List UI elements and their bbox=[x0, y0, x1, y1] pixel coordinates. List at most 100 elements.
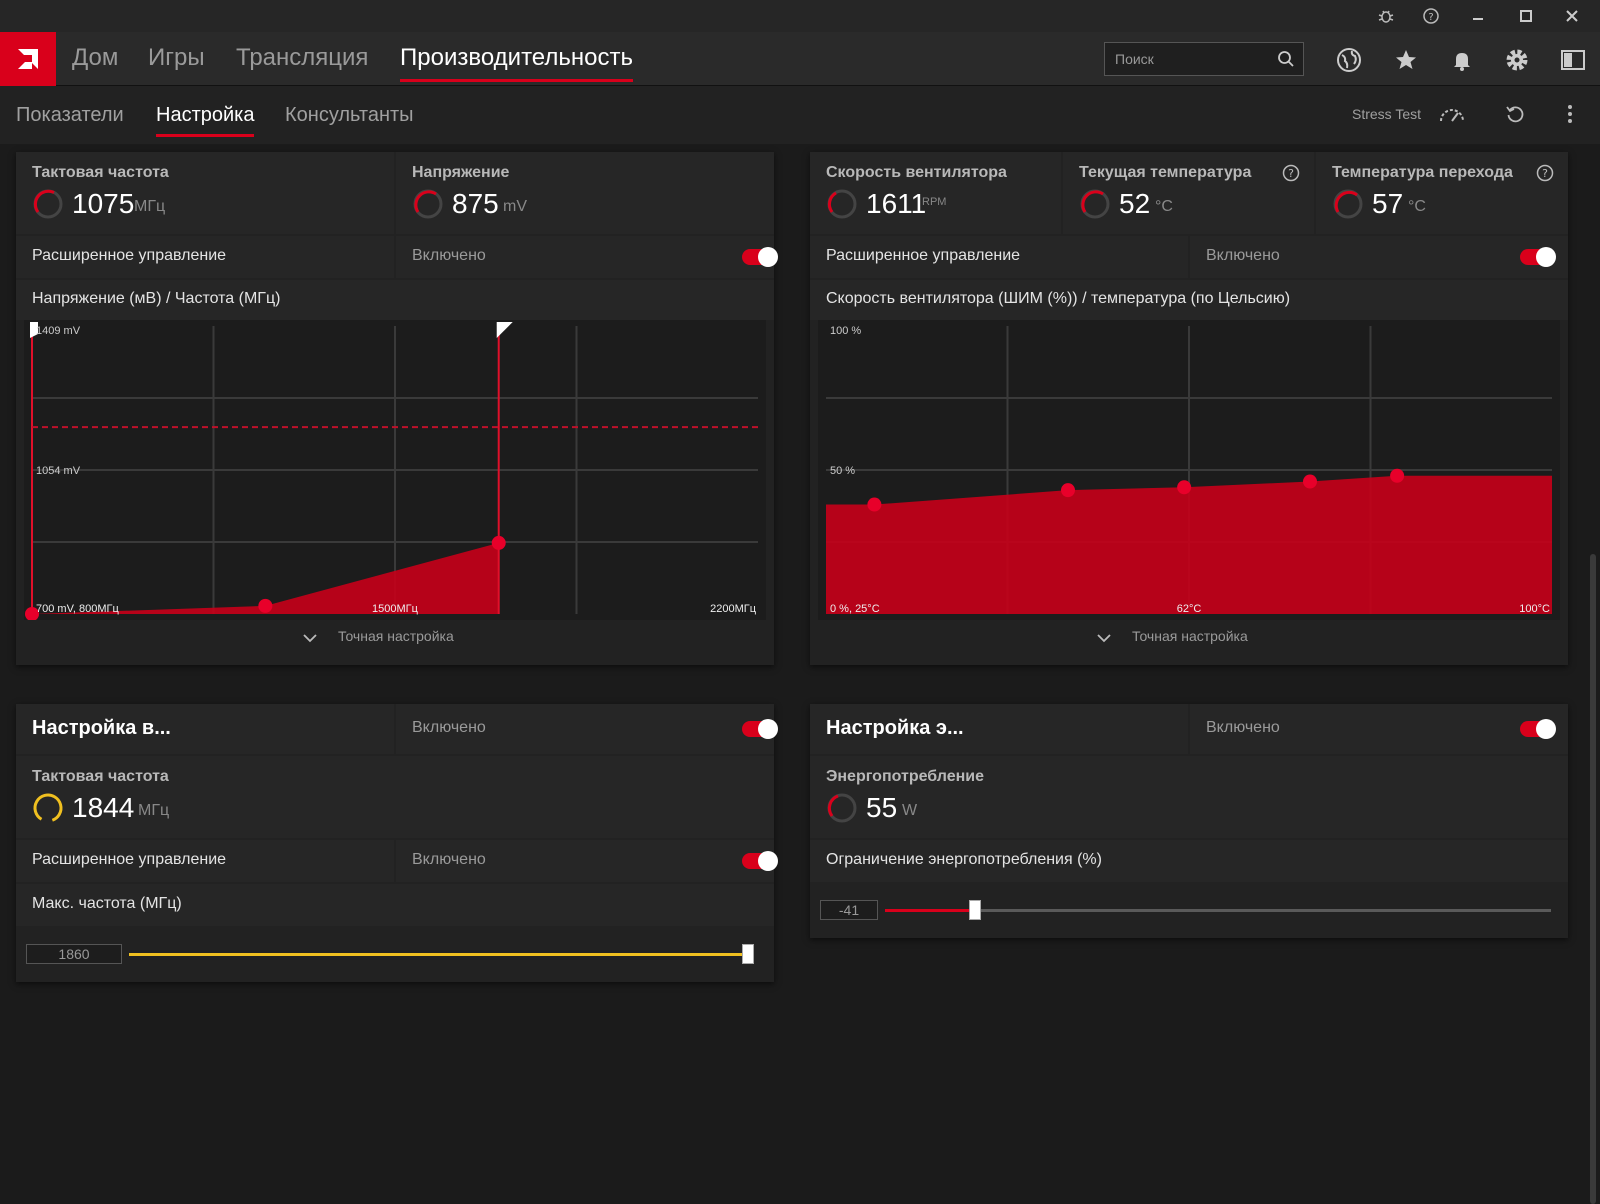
clock-value: 1075 bbox=[72, 188, 135, 219]
speedometer-icon[interactable] bbox=[1438, 104, 1466, 129]
vram-advanced-toggle[interactable] bbox=[742, 851, 778, 871]
power-slider-fill bbox=[885, 909, 975, 912]
clock-gauge-icon bbox=[33, 189, 63, 219]
tab-games[interactable]: Игры bbox=[148, 44, 205, 71]
curve-point bbox=[258, 598, 273, 613]
search-input[interactable] bbox=[1115, 49, 1265, 69]
tab-streaming[interactable]: Трансляция bbox=[236, 44, 369, 71]
power-limit-row: Ограничение энергопотребления (%) bbox=[810, 840, 1568, 882]
fan-tuning-panel: Скорость вентилятора 1611 RPM Текущая те… bbox=[810, 152, 1568, 665]
power-toggle[interactable] bbox=[1520, 719, 1556, 739]
y-tick-label: 1409 mV bbox=[36, 325, 81, 337]
power-metric: Энергопотребление 55 W bbox=[810, 756, 1568, 838]
junction-temp-gauge-icon bbox=[1333, 189, 1363, 219]
maximize-icon[interactable] bbox=[1516, 6, 1536, 26]
power-title: Настройка э... bbox=[826, 717, 964, 739]
amd-logo-icon[interactable] bbox=[0, 32, 56, 86]
fan-advanced-toggle-row: Включено bbox=[1190, 236, 1568, 278]
bell-icon[interactable] bbox=[1448, 46, 1476, 74]
gpu-fine-tune-link[interactable]: Точная настройка bbox=[338, 628, 454, 644]
vram-title-row: Настройка в... bbox=[16, 704, 394, 754]
curve-area bbox=[32, 542, 499, 614]
voltage-gauge-icon bbox=[413, 189, 443, 219]
gpu-advanced-row: Расширенное управление bbox=[16, 236, 394, 278]
x-tick-label: 0 %, 25°C bbox=[830, 603, 880, 615]
curve-point bbox=[491, 535, 506, 550]
fan-speed-unit: RPM bbox=[922, 196, 947, 208]
current-temp-unit: °C bbox=[1155, 198, 1173, 215]
fan-speed-value: 1611 bbox=[866, 188, 927, 219]
y-tick-label: 50 % bbox=[830, 465, 855, 477]
vram-toggle-row: Включено bbox=[396, 704, 778, 754]
curve-point bbox=[1303, 474, 1317, 489]
tuning-content: Тактовая частота 1075 МГц Напряжение 875… bbox=[0, 144, 1600, 1204]
fan-fine-tune-chevron-icon[interactable] bbox=[1097, 630, 1111, 648]
min-frequency-handle bbox=[30, 322, 38, 338]
gpu-advanced-toggle-row: Включено bbox=[396, 236, 778, 278]
vram-max-value-box[interactable]: 1860 bbox=[26, 944, 122, 964]
vf-chart-title: Напряжение (мВ) / Частота (МГц) bbox=[32, 290, 281, 307]
fan-chart-title: Скорость вентилятора (ШИМ (%)) / темпера… bbox=[826, 290, 1291, 307]
curve-area bbox=[826, 475, 1552, 614]
vram-max-row: Макс. частота (МГц) bbox=[16, 884, 774, 926]
curve-point bbox=[867, 497, 882, 512]
globe-icon[interactable] bbox=[1335, 46, 1363, 74]
star-icon[interactable] bbox=[1392, 46, 1420, 74]
current-temp-help-icon[interactable]: ? bbox=[1282, 164, 1300, 187]
junction-temp-help-icon[interactable]: ? bbox=[1536, 164, 1554, 187]
vram-clock-metric: Тактовая частота 1844 МГц bbox=[16, 756, 774, 838]
vram-slider-thumb[interactable] bbox=[741, 944, 754, 964]
voltage-label: Напряжение bbox=[412, 164, 510, 181]
help-icon[interactable]: ? bbox=[1421, 6, 1441, 26]
gpu-advanced-toggle[interactable] bbox=[742, 247, 778, 267]
clock-label: Тактовая частота bbox=[32, 164, 169, 181]
bug-report-icon[interactable] bbox=[1376, 6, 1396, 26]
minimize-icon[interactable] bbox=[1468, 6, 1488, 26]
gear-icon[interactable] bbox=[1503, 46, 1531, 74]
stress-test-label[interactable]: Stress Test bbox=[1352, 106, 1421, 122]
search-icon[interactable] bbox=[1277, 50, 1295, 73]
power-title-row: Настройка э... bbox=[810, 704, 1188, 754]
clock-metric: Тактовая частота 1075 МГц bbox=[16, 152, 394, 234]
vram-toggle[interactable] bbox=[742, 719, 778, 739]
vram-clock-gauge-icon bbox=[33, 793, 63, 823]
power-value: 55 bbox=[866, 792, 898, 823]
close-icon[interactable] bbox=[1562, 6, 1582, 26]
tab-performance[interactable]: Производительность bbox=[400, 44, 633, 82]
x-tick-label: 2200МГц bbox=[710, 603, 757, 615]
vram-slider-fill bbox=[129, 953, 748, 956]
svg-text:?: ? bbox=[1428, 12, 1433, 23]
fan-curve-chart[interactable]: 100 % 50 % 0 %, 25°C 62°C 100°C bbox=[818, 320, 1560, 620]
more-options-icon[interactable] bbox=[1566, 104, 1574, 129]
vram-advanced-state: Включено bbox=[412, 851, 486, 868]
x-tick-label: 700 mV, 800МГц bbox=[36, 603, 119, 615]
power-slider-track[interactable] bbox=[885, 909, 1551, 912]
fan-speed-label: Скорость вентилятора bbox=[826, 164, 1007, 181]
vram-clock-unit: МГц bbox=[138, 802, 170, 819]
gpu-advanced-label: Расширенное управление bbox=[32, 247, 227, 264]
fan-fine-tune-link[interactable]: Точная настройка bbox=[1132, 628, 1248, 644]
voltage-frequency-chart[interactable]: 1409 mV 1054 mV 700 mV, 800МГц 1500МГц 2200М… bbox=[24, 320, 766, 620]
current-temp-label: Текущая температура bbox=[1079, 164, 1252, 181]
fan-advanced-toggle[interactable] bbox=[1520, 247, 1556, 267]
subtab-advisors[interactable]: Консультанты bbox=[285, 104, 414, 126]
fan-curve-title-row: Скорость вентилятора (ШИМ (%)) / темпера… bbox=[810, 280, 1568, 320]
clock-unit: МГц bbox=[134, 198, 166, 215]
subtab-metrics[interactable]: Показатели bbox=[16, 104, 124, 126]
top-navigation: Дом Игры Трансляция Производительность bbox=[0, 32, 1600, 86]
fan-speed-gauge-icon bbox=[827, 189, 857, 219]
vram-tuning-panel: Настройка в... Включено Тактовая частота… bbox=[16, 704, 778, 982]
gpu-advanced-state: Включено bbox=[412, 247, 486, 264]
subtab-tuning[interactable]: Настройка bbox=[156, 104, 255, 137]
sidebar-layout-icon[interactable] bbox=[1559, 46, 1587, 74]
reset-icon[interactable] bbox=[1505, 104, 1525, 129]
junction-temp-label: Температура перехода bbox=[1332, 164, 1513, 181]
page-scrollbar[interactable] bbox=[1590, 554, 1596, 1204]
vram-max-label: Макс. частота (МГц) bbox=[32, 895, 182, 912]
title-bar: ? bbox=[0, 0, 1600, 32]
vf-curve-title-row: Напряжение (мВ) / Частота (МГц) bbox=[16, 280, 774, 320]
gpu-fine-tune-chevron-icon[interactable] bbox=[303, 630, 317, 648]
tab-home[interactable]: Дом bbox=[72, 44, 119, 71]
power-limit-value-box[interactable]: -41 bbox=[820, 900, 878, 920]
power-slider-thumb[interactable] bbox=[968, 900, 981, 920]
